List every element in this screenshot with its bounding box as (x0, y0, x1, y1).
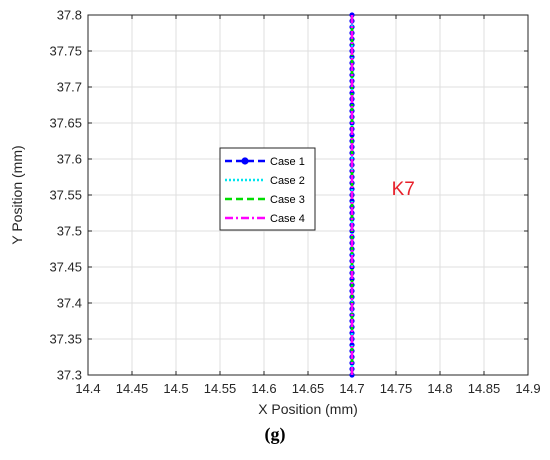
panel-label: (g) (264, 424, 286, 444)
y-tick-label: 37.35 (49, 332, 82, 347)
y-tick-label: 37.6 (57, 152, 82, 167)
legend-label-case-2: Case 2 (270, 175, 305, 187)
y-tick-label: 37.45 (49, 260, 82, 275)
x-tick-label: 14.8 (427, 381, 452, 396)
x-tick-label: 14.7 (339, 381, 364, 396)
legend-label-case-3: Case 3 (270, 194, 305, 206)
x-tick-label: 14.4 (75, 381, 100, 396)
y-tick-label: 37.75 (49, 44, 82, 59)
x-tick-label: 14.5 (163, 381, 188, 396)
x-tick-label: 14.75 (380, 381, 413, 396)
legend-label-case-1: Case 1 (270, 156, 305, 168)
x-tick-label: 14.45 (116, 381, 149, 396)
x-tick-label: 14.85 (468, 381, 501, 396)
annotations: K7 (392, 179, 415, 200)
legend-marker-case-1 (241, 157, 249, 165)
x-tick-label: 14.65 (292, 381, 325, 396)
legend: Case 1 Case 2 Case 3 Case 4 (219, 147, 316, 231)
x-axis-label: X Position (mm) (258, 401, 358, 417)
series-group (349, 12, 355, 378)
y-tick-label: 37.55 (49, 188, 82, 203)
legend-label-case-4: Case 4 (270, 213, 305, 225)
x-tick-label: 14.9 (515, 381, 540, 396)
y-axis-label: Y Position (mm) (9, 145, 25, 244)
annotation-label: K7 (392, 179, 415, 200)
y-tick-label: 37.7 (57, 80, 82, 95)
y-tick-label: 37.3 (57, 368, 82, 383)
y-tick-label: 37.65 (49, 116, 82, 131)
x-tick-label: 14.6 (251, 381, 276, 396)
legend-box (219, 147, 316, 231)
x-tick-label: 14.55 (204, 381, 237, 396)
y-tick-label: 37.4 (57, 296, 82, 311)
y-tick-label: 37.8 (57, 8, 82, 23)
ticks: 14.4 14.45 14.5 14.55 14.6 14.65 14.7 14.75 14.8… (49, 8, 540, 397)
y-tick-label: 37.5 (57, 224, 82, 239)
